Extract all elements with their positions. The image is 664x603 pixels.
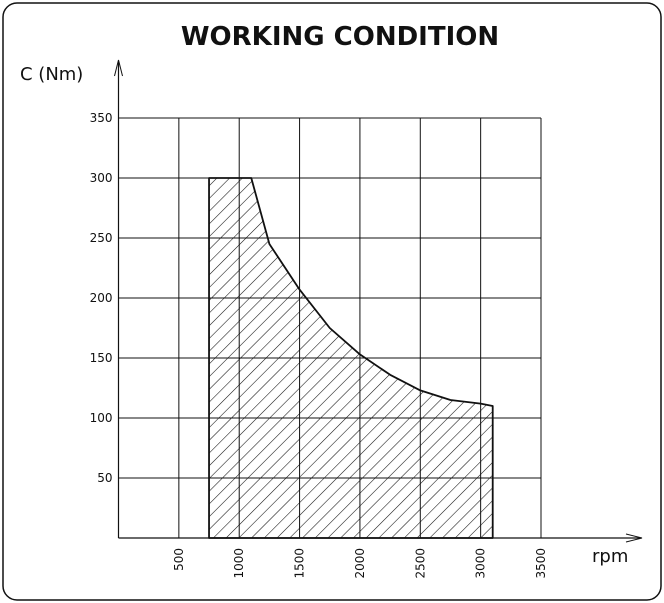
x-tick-label: 500 <box>172 548 186 571</box>
y-tick-label: 300 <box>90 171 113 185</box>
x-axis-label: rpm <box>592 546 628 567</box>
x-tick-label: 1000 <box>232 548 246 579</box>
y-tick-label: 50 <box>97 471 112 485</box>
y-tick-label: 250 <box>90 231 113 245</box>
y-axis-label: C (Nm) <box>20 64 83 85</box>
x-tick-label: 3000 <box>474 548 488 579</box>
y-axis-arrow <box>114 59 123 77</box>
x-tick-label: 3500 <box>534 548 548 579</box>
y-tick-label: 150 <box>90 351 113 365</box>
x-tick-label: 1500 <box>293 548 307 579</box>
x-tick-label: 2500 <box>413 548 427 579</box>
area <box>208 177 494 539</box>
y-tick-label: 100 <box>90 411 113 425</box>
y-tick-label: 350 <box>90 111 113 125</box>
chart-title: WORKING CONDITION <box>181 22 499 52</box>
y-tick-label: 200 <box>90 291 113 305</box>
x-tick-label: 2000 <box>353 548 367 579</box>
x-axis-arrow <box>625 533 643 543</box>
